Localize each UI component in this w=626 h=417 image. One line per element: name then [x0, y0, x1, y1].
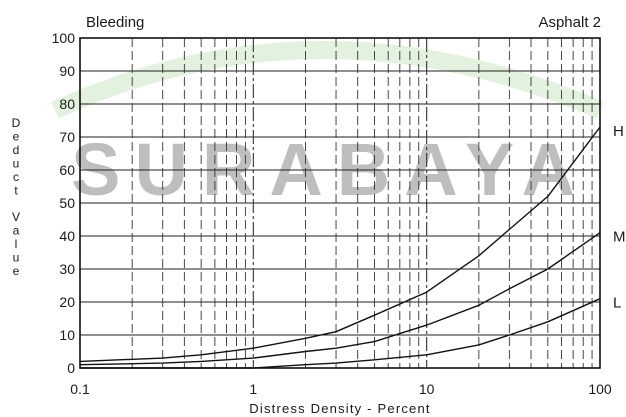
- chart-subtitle: Asphalt 2: [538, 14, 601, 31]
- y-tick-label: 90: [59, 63, 75, 79]
- plot-frame: [79, 37, 601, 369]
- series-line-h: [79, 126, 601, 363]
- y-tick-label: 20: [59, 294, 75, 310]
- y-tick-label: 30: [59, 261, 75, 277]
- y-tick-label: 70: [59, 129, 75, 145]
- y-axis-label-char: u: [13, 251, 20, 265]
- y-axis-label-char: D: [12, 116, 21, 130]
- y-axis-label-char: l: [15, 237, 18, 251]
- y-axis-label-char: a: [13, 224, 20, 238]
- y-tick-label: 60: [59, 162, 75, 178]
- y-axis-label-char: t: [14, 184, 18, 198]
- watermark-logo: SURABAYA: [51, 41, 604, 211]
- tick-labels: 0 10 20 30 40 50 60 70 80 90 100 0.1 1 10 100: [52, 30, 612, 397]
- x-axis-label: Distress Density - Percent: [249, 401, 430, 416]
- watermark-arc: [51, 41, 604, 119]
- x-tick-label: 100: [588, 381, 612, 397]
- series-label-m: M: [613, 229, 626, 246]
- y-axis-label-char: d: [13, 143, 20, 157]
- y-axis-label-char: e: [13, 130, 20, 144]
- y-tick-label: 50: [59, 195, 75, 211]
- chart-title: Bleeding: [86, 14, 144, 31]
- x-tick-label: 0.1: [70, 381, 90, 397]
- series-label-h: H: [613, 123, 624, 140]
- y-tick-label: 10: [59, 327, 75, 343]
- y-tick-label: 100: [52, 30, 76, 46]
- y-tick-label: 80: [59, 96, 75, 112]
- series-labels: H M L: [613, 123, 626, 312]
- x-tick-label: 10: [419, 381, 435, 397]
- y-tick-label: 40: [59, 228, 75, 244]
- y-axis-label-char: u: [13, 157, 20, 171]
- x-tick-label: 1: [249, 381, 257, 397]
- series-line-m: [79, 232, 601, 366]
- y-axis-label-char: e: [13, 264, 20, 278]
- y-axis-label-char: V: [12, 210, 20, 224]
- series-label-l: L: [613, 295, 621, 312]
- y-tick-label: 0: [67, 360, 75, 376]
- y-axis-label-char: c: [13, 170, 19, 184]
